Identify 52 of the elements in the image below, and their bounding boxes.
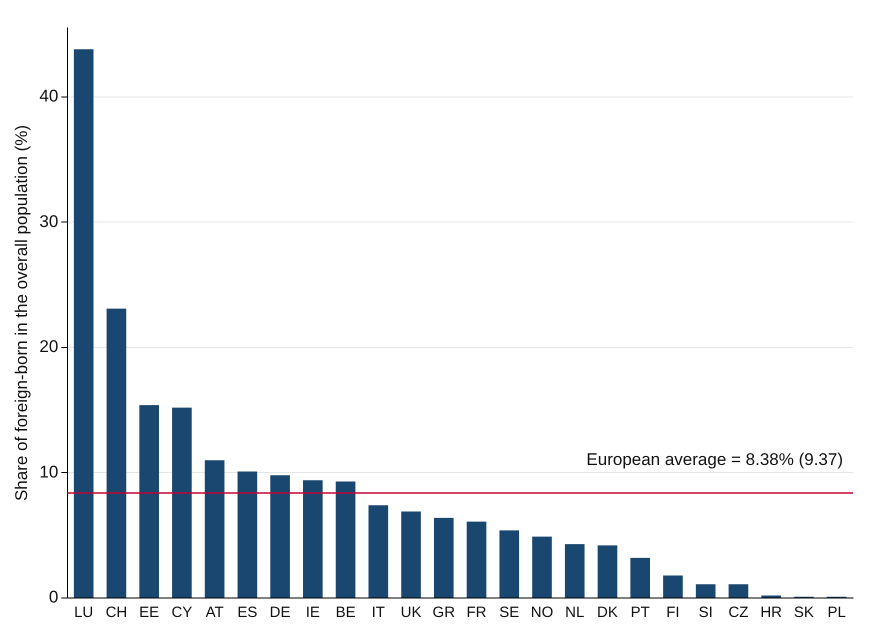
- x-tick-label: HR: [760, 604, 782, 622]
- bar: [434, 518, 454, 598]
- x-tick-label: LU: [74, 604, 94, 622]
- x-tick-label: IE: [306, 604, 320, 622]
- x-tick-label: DK: [597, 604, 618, 622]
- bar: [696, 584, 716, 598]
- x-tick-label: IT: [372, 604, 385, 622]
- x-tick-label: BE: [336, 604, 356, 622]
- x-tick-label: DE: [270, 604, 291, 622]
- bar: [564, 544, 585, 598]
- x-tick-label: PL: [827, 604, 846, 622]
- x-tick-label: CY: [171, 604, 192, 622]
- bar: [74, 49, 94, 598]
- x-tick-label: PT: [630, 604, 650, 622]
- x-tick-label: NO: [530, 604, 554, 622]
- x-tick-label: SE: [499, 604, 520, 622]
- bar: [663, 575, 683, 598]
- bar: [466, 522, 486, 598]
- bar: [303, 480, 323, 598]
- ref-line-label: European average = 8.38% (9.37): [586, 450, 843, 470]
- x-tick-label: AT: [206, 604, 224, 622]
- x-tick-label: CH: [106, 604, 128, 622]
- bar: [204, 460, 224, 598]
- y-tick-label: 30: [39, 212, 58, 231]
- bar: [238, 471, 258, 598]
- bar: [598, 545, 618, 598]
- bar: [336, 481, 356, 598]
- bar: [139, 405, 159, 598]
- x-tick-label: NL: [565, 604, 584, 622]
- bar: [630, 558, 650, 598]
- y-axis-title: Share of foreign-born in the overall population (%): [12, 124, 31, 502]
- y-tick-label: 0: [48, 588, 58, 607]
- x-tick-label: SI: [698, 604, 713, 622]
- y-tick-label: 10: [39, 462, 58, 482]
- x-tick-label: UK: [400, 604, 422, 622]
- bar: [106, 308, 126, 598]
- x-tick-label: ES: [237, 604, 258, 622]
- bar: [532, 536, 552, 598]
- bar: [172, 408, 192, 598]
- x-tick-label: GR: [432, 604, 456, 622]
- bar: [401, 512, 421, 598]
- x-tick-label: FI: [666, 604, 680, 622]
- x-tick-label: FR: [466, 604, 487, 622]
- y-tick-label: 20: [39, 337, 58, 356]
- bar: [728, 584, 748, 598]
- bar: [270, 475, 290, 598]
- bar: [368, 505, 388, 598]
- x-tick-label: SK: [794, 604, 814, 622]
- x-tick-label: CZ: [728, 604, 748, 622]
- y-tick-label: 40: [39, 86, 58, 106]
- x-tick-label: EE: [139, 604, 160, 622]
- bar: [499, 530, 520, 598]
